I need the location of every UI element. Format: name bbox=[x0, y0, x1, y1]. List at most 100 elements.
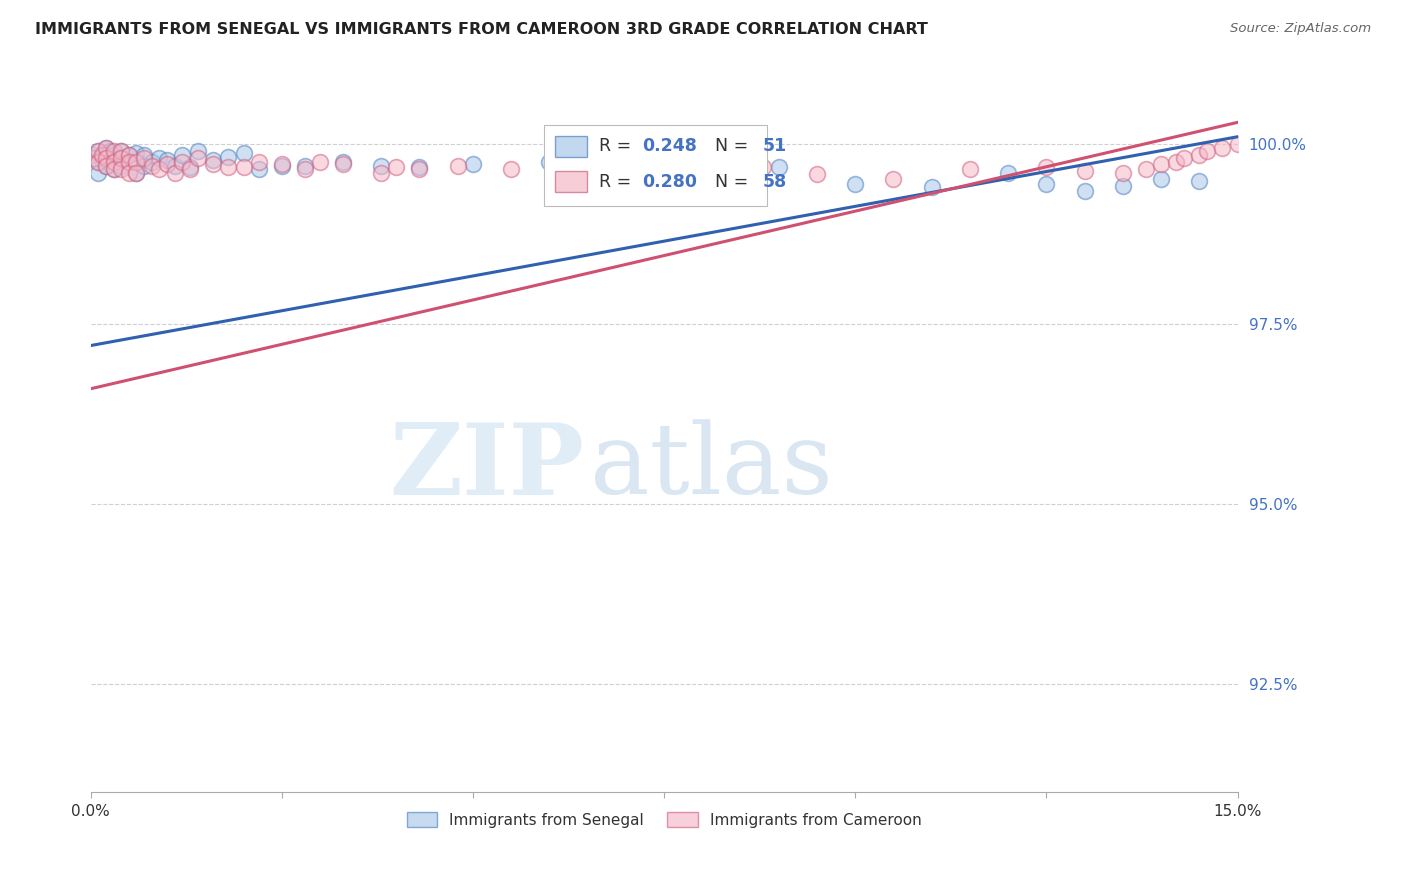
Text: R =: R = bbox=[599, 173, 637, 191]
Text: N =: N = bbox=[704, 173, 754, 191]
Point bbox=[141, 159, 163, 173]
Point bbox=[408, 160, 430, 174]
Point bbox=[163, 159, 186, 173]
Point bbox=[997, 166, 1019, 180]
Point bbox=[309, 155, 332, 169]
Point bbox=[1150, 171, 1173, 186]
Point bbox=[103, 155, 125, 169]
Point bbox=[103, 162, 125, 177]
Point bbox=[110, 144, 132, 158]
Point bbox=[94, 159, 117, 173]
Point bbox=[134, 159, 156, 173]
Point bbox=[408, 162, 430, 177]
Text: R =: R = bbox=[599, 137, 637, 155]
Text: 0.280: 0.280 bbox=[643, 173, 697, 191]
Point bbox=[134, 152, 156, 166]
Point bbox=[294, 162, 316, 177]
Point bbox=[1166, 155, 1188, 169]
Point bbox=[118, 155, 141, 169]
Point bbox=[692, 162, 714, 177]
Point bbox=[1035, 160, 1057, 174]
Point bbox=[118, 147, 141, 161]
Point bbox=[554, 160, 576, 174]
Point bbox=[1211, 140, 1233, 154]
Point bbox=[179, 162, 201, 177]
FancyBboxPatch shape bbox=[555, 171, 588, 192]
Text: N =: N = bbox=[704, 137, 754, 155]
Point bbox=[103, 155, 125, 169]
Point bbox=[91, 147, 114, 161]
Point bbox=[1188, 174, 1211, 188]
Point bbox=[103, 147, 125, 161]
Point bbox=[844, 177, 866, 191]
Point bbox=[1112, 166, 1135, 180]
Text: atlas: atlas bbox=[589, 419, 832, 516]
Point bbox=[1135, 162, 1157, 177]
Point bbox=[630, 155, 652, 169]
Point bbox=[125, 155, 148, 169]
Point bbox=[103, 152, 125, 166]
Text: Source: ZipAtlas.com: Source: ZipAtlas.com bbox=[1230, 22, 1371, 36]
Point bbox=[163, 166, 186, 180]
Point bbox=[370, 166, 392, 180]
Text: 0.248: 0.248 bbox=[643, 137, 697, 155]
Legend: Immigrants from Senegal, Immigrants from Cameroon: Immigrants from Senegal, Immigrants from… bbox=[401, 805, 928, 834]
Point bbox=[187, 152, 209, 166]
Point bbox=[752, 160, 775, 174]
Point bbox=[118, 147, 141, 161]
Point bbox=[217, 160, 239, 174]
Point bbox=[94, 147, 117, 161]
Point bbox=[538, 155, 561, 169]
FancyBboxPatch shape bbox=[544, 125, 768, 206]
Point bbox=[125, 166, 148, 180]
Point bbox=[461, 157, 484, 171]
Point bbox=[270, 159, 292, 173]
Point bbox=[110, 144, 132, 158]
Point bbox=[91, 152, 114, 166]
Point bbox=[1150, 157, 1173, 171]
Point bbox=[156, 153, 179, 167]
Point bbox=[98, 144, 121, 158]
Point bbox=[614, 157, 637, 171]
Point bbox=[179, 160, 201, 174]
Point bbox=[110, 152, 132, 166]
Point bbox=[332, 157, 354, 171]
Point bbox=[156, 157, 179, 171]
Point bbox=[1073, 184, 1095, 198]
Point bbox=[576, 164, 599, 178]
Point bbox=[385, 160, 408, 174]
Point bbox=[1035, 177, 1057, 191]
Point bbox=[103, 162, 125, 177]
Point bbox=[882, 171, 904, 186]
Point bbox=[247, 162, 270, 177]
Text: 58: 58 bbox=[762, 173, 787, 191]
Point bbox=[94, 140, 117, 154]
Point bbox=[87, 166, 110, 180]
Point bbox=[172, 147, 194, 161]
Point bbox=[87, 144, 110, 158]
Text: IMMIGRANTS FROM SENEGAL VS IMMIGRANTS FROM CAMEROON 3RD GRADE CORRELATION CHART: IMMIGRANTS FROM SENEGAL VS IMMIGRANTS FR… bbox=[35, 22, 928, 37]
Point bbox=[959, 162, 981, 177]
Point bbox=[217, 150, 239, 164]
Point bbox=[83, 152, 105, 166]
Point bbox=[118, 166, 141, 180]
Point bbox=[446, 159, 468, 173]
Point bbox=[806, 167, 828, 181]
Point bbox=[232, 145, 254, 160]
Text: ZIP: ZIP bbox=[389, 419, 583, 516]
Point bbox=[232, 160, 254, 174]
Point bbox=[332, 155, 354, 169]
Point bbox=[1173, 152, 1195, 166]
Point bbox=[1073, 164, 1095, 178]
Point bbox=[118, 155, 141, 169]
Point bbox=[87, 144, 110, 158]
Point bbox=[187, 144, 209, 158]
Point bbox=[201, 157, 224, 171]
Point bbox=[94, 152, 117, 166]
Text: 51: 51 bbox=[762, 137, 787, 155]
Point bbox=[1195, 144, 1218, 158]
Point bbox=[768, 160, 790, 174]
Point bbox=[294, 159, 316, 173]
Point bbox=[110, 162, 132, 177]
Point bbox=[148, 162, 170, 177]
